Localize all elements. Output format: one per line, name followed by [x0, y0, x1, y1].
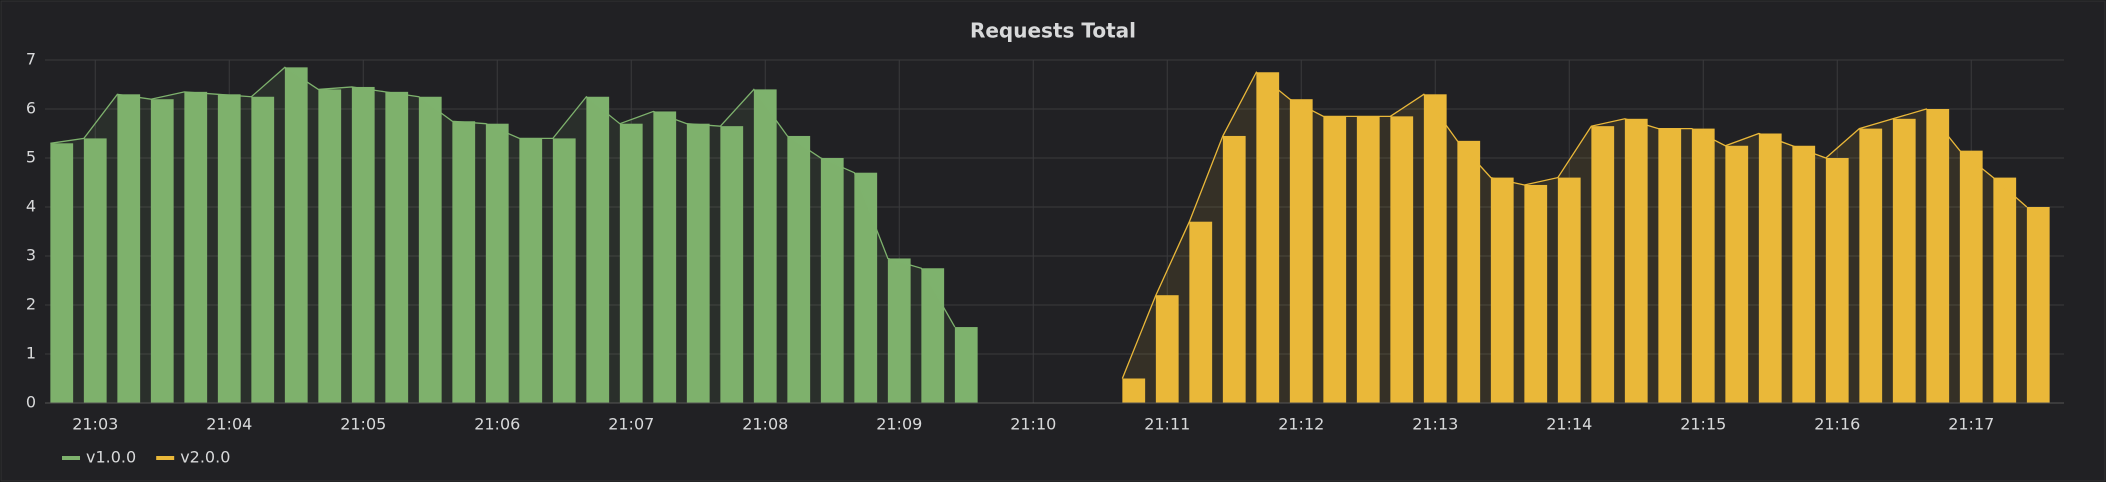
y-tick-label: 7	[26, 50, 36, 69]
bar	[1959, 150, 1983, 403]
bar	[1457, 140, 1481, 403]
x-tick-label: 21:15	[1680, 415, 1726, 434]
bar	[318, 89, 342, 404]
bar	[385, 91, 409, 403]
bar	[1591, 126, 1615, 404]
series-line	[1121, 71, 2028, 379]
x-tick-label: 21:14	[1546, 415, 1592, 434]
bar	[586, 96, 610, 403]
bar	[787, 135, 811, 403]
bar	[217, 94, 241, 404]
bar	[686, 123, 710, 403]
bar	[1691, 128, 1715, 403]
series-area	[50, 67, 955, 403]
bar	[1892, 118, 1916, 404]
bar	[1926, 109, 1950, 403]
bar	[351, 86, 375, 403]
x-tick-label: 21:04	[206, 415, 252, 434]
bar	[720, 126, 744, 404]
x-tick-label: 21:06	[474, 415, 520, 434]
bar	[1323, 116, 1347, 403]
bar	[1658, 128, 1682, 403]
bar	[1758, 133, 1782, 403]
y-tick-label: 6	[26, 99, 36, 118]
y-tick-label: 3	[26, 246, 36, 265]
y-tick-label: 5	[26, 148, 36, 167]
x-tick-label: 21:10	[1010, 415, 1056, 434]
bar	[150, 99, 174, 403]
bar	[184, 91, 208, 403]
x-tick-label: 21:17	[1948, 415, 1994, 434]
bar	[1155, 295, 1179, 403]
bar	[1993, 177, 2017, 403]
y-tick-label: 4	[26, 197, 36, 216]
bar	[83, 138, 107, 403]
series-area	[1122, 72, 2027, 403]
bar	[1557, 177, 1581, 403]
bar	[1524, 184, 1548, 403]
x-tick-label: 21:12	[1278, 415, 1324, 434]
x-tick-label: 21:16	[1814, 415, 1860, 434]
bar	[1390, 116, 1414, 403]
y-tick-label: 1	[26, 344, 36, 363]
bar	[1792, 145, 1816, 403]
bar	[519, 138, 543, 403]
bar	[418, 96, 442, 403]
bar	[552, 138, 576, 403]
bar	[653, 111, 677, 403]
bar	[1825, 158, 1849, 403]
series-line	[50, 66, 956, 328]
bar	[1490, 177, 1514, 403]
legend-label: v2.0.0	[180, 448, 230, 467]
x-tick-label: 21:03	[72, 415, 118, 434]
bar	[619, 123, 643, 403]
bar	[887, 258, 911, 403]
bar	[854, 172, 878, 403]
bar	[284, 67, 308, 403]
bar	[117, 94, 141, 404]
bar	[1189, 221, 1213, 403]
bar	[251, 96, 275, 403]
x-tick-label: 21:09	[876, 415, 922, 434]
legend-label: v1.0.0	[86, 448, 136, 467]
bar	[1222, 135, 1246, 403]
bar	[485, 123, 509, 403]
y-tick-label: 2	[26, 295, 36, 314]
bar	[1859, 128, 1883, 403]
bar	[1122, 378, 1146, 403]
bar	[452, 121, 476, 403]
bar	[1289, 99, 1313, 403]
bar	[921, 268, 945, 403]
x-tick-label: 21:08	[742, 415, 788, 434]
bar	[1423, 94, 1447, 404]
x-tick-label: 21:05	[340, 415, 386, 434]
bar	[1624, 118, 1648, 404]
bar	[820, 158, 844, 403]
x-tick-label: 21:07	[608, 415, 654, 434]
bar	[50, 143, 74, 404]
bar	[1725, 145, 1749, 403]
bar	[1356, 116, 1380, 403]
bar	[2026, 207, 2050, 403]
bar	[753, 89, 777, 404]
chart-title: Requests Total	[970, 19, 1136, 43]
x-tick-label: 21:13	[1412, 415, 1458, 434]
bar	[954, 327, 978, 403]
bar	[1256, 72, 1280, 403]
x-tick-label: 21:11	[1144, 415, 1190, 434]
y-tick-label: 0	[26, 393, 36, 412]
